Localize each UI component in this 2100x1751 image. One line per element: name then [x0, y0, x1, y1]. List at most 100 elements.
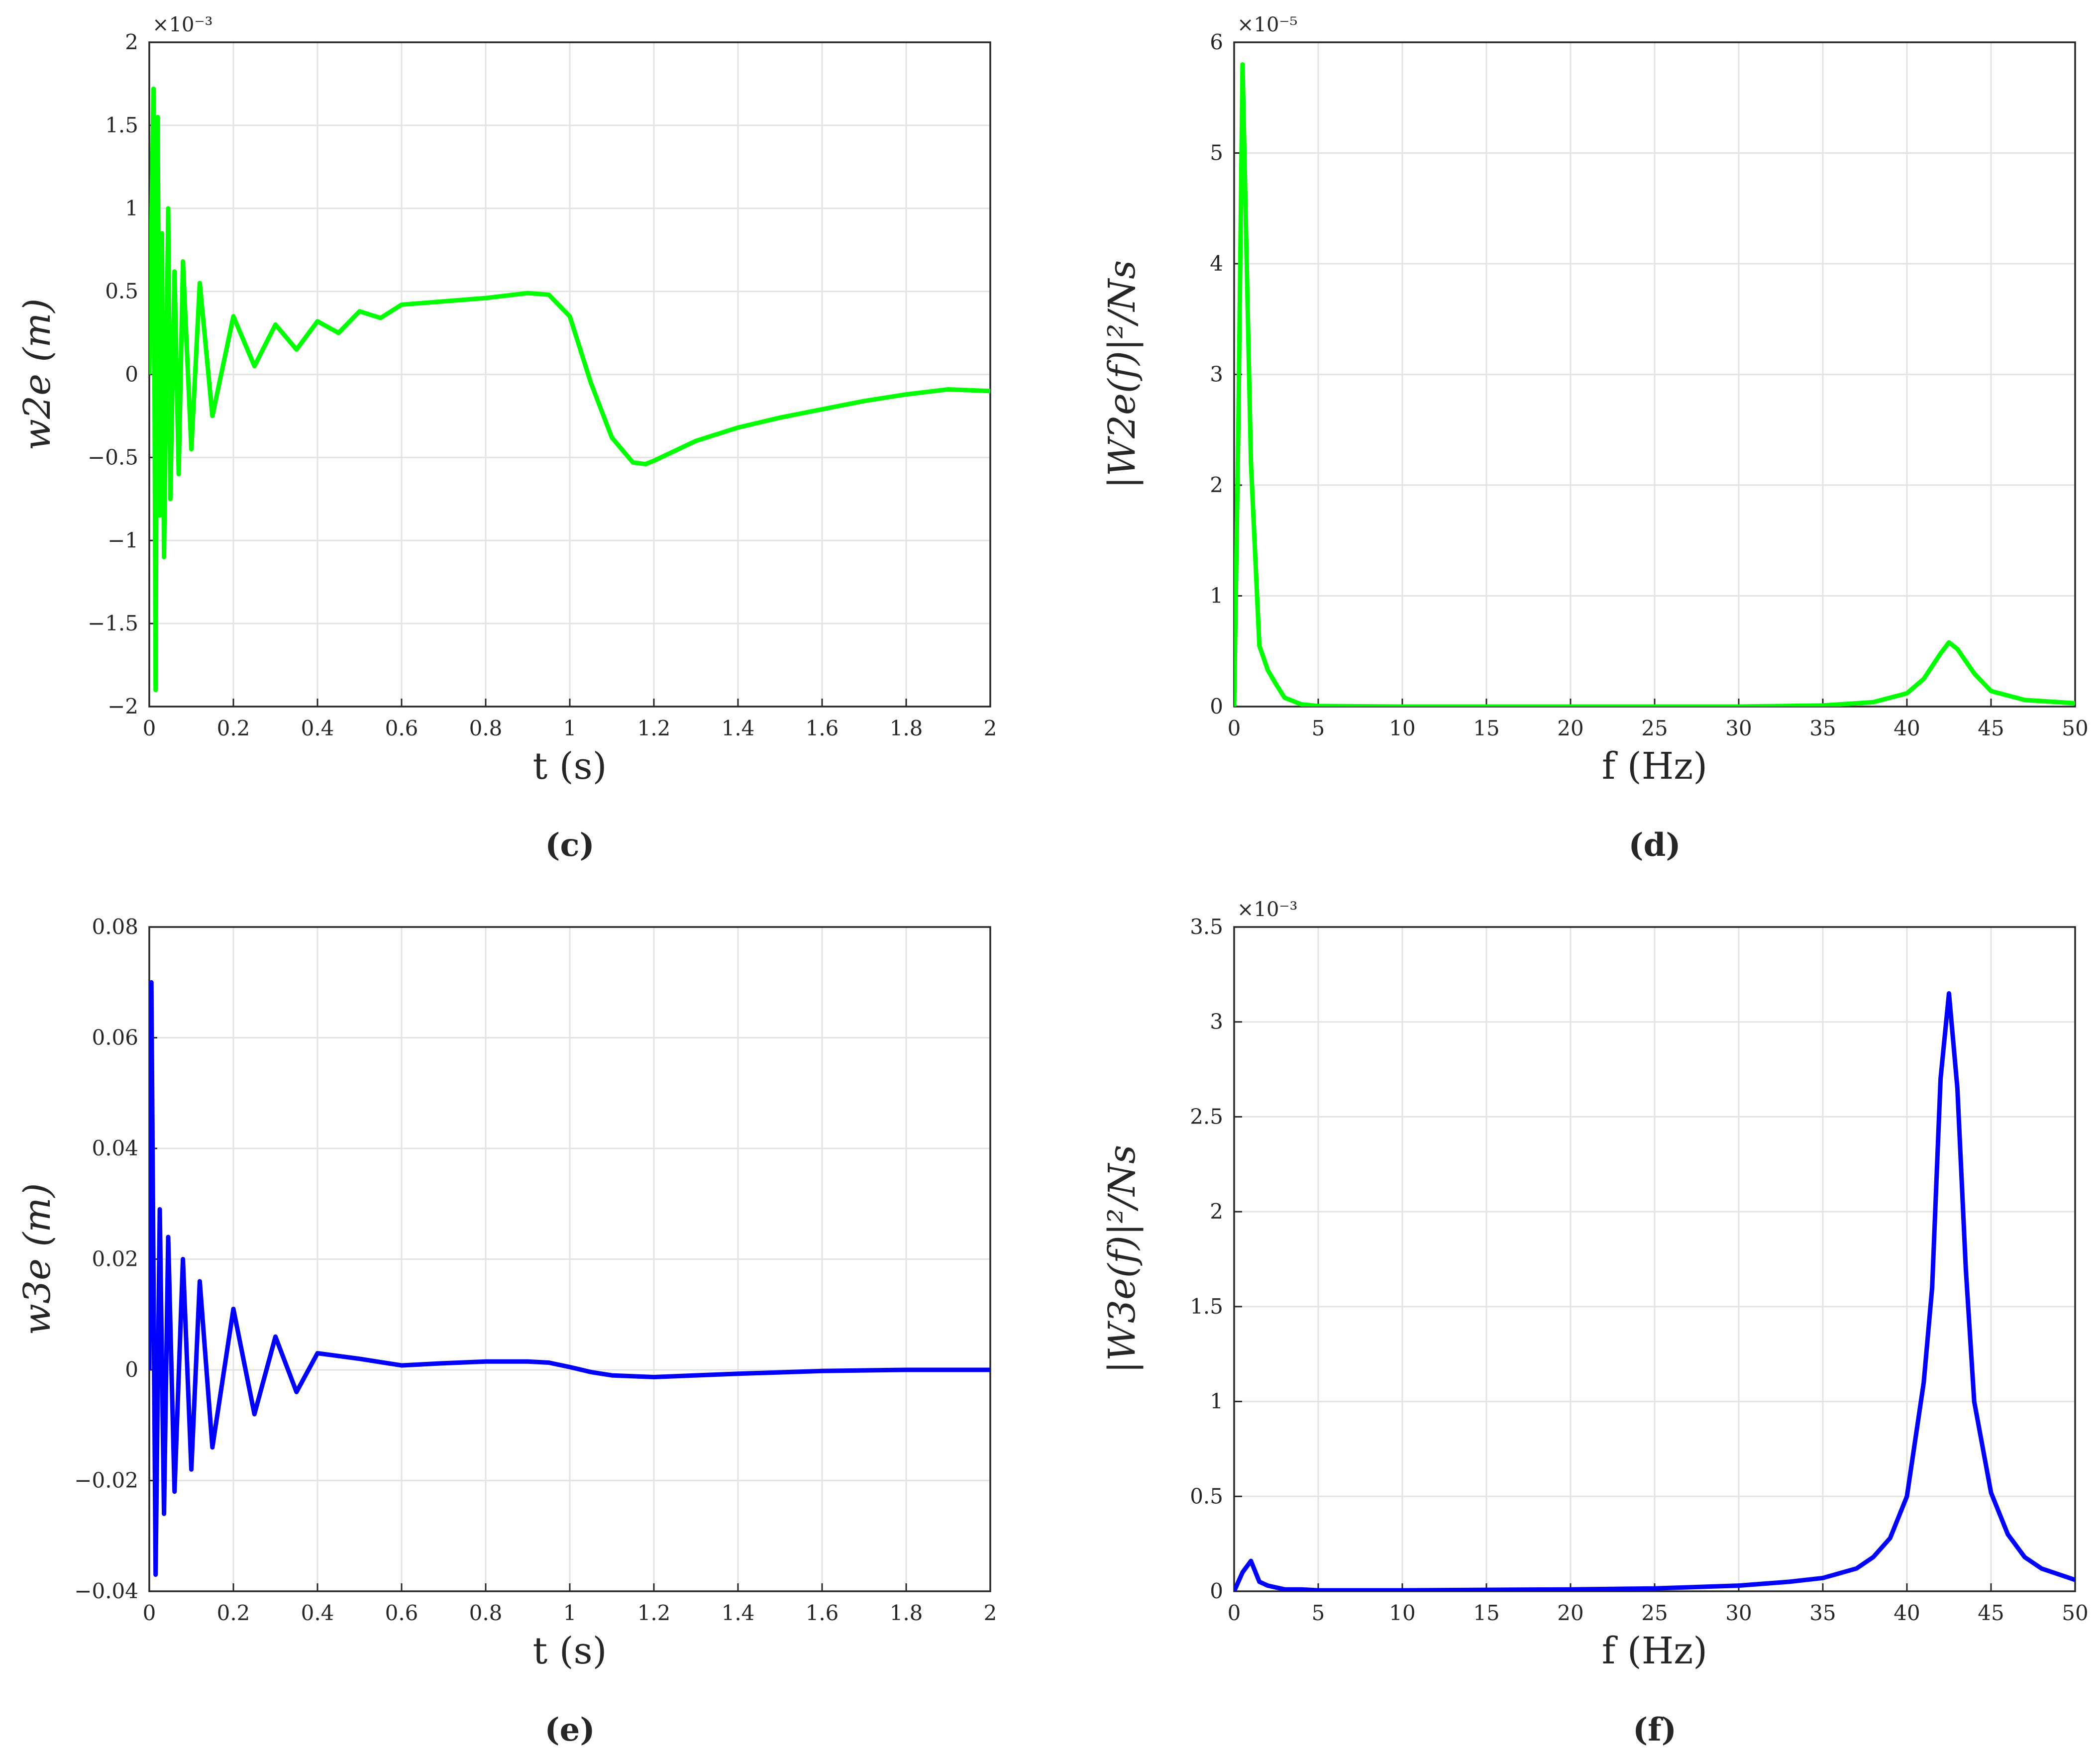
x-tick-label: 15 — [1473, 1601, 1499, 1625]
panel-c: 0 0.2 0.4 0.6 0.8 1 1.2 1.4 1.6 1.8 2 −2 −1.5 −1 −0.5 0… — [16, 13, 997, 864]
x-tick-label: 0.8 — [469, 716, 503, 740]
x-tick-label: 50 — [2062, 1601, 2088, 1625]
x-tick-label: 1 — [563, 716, 577, 740]
y-tick-label: 4 — [1210, 251, 1223, 276]
y-tick-label: 0.04 — [92, 1136, 138, 1160]
panel-e: 0 0.2 0.4 0.6 0.8 1 1.2 1.4 1.6 1.8 2 −0.04 −0.02 0 0.… — [16, 915, 997, 1749]
y-tick-label: 0.5 — [1190, 1484, 1223, 1508]
y-tick-label: 5 — [1210, 141, 1223, 165]
x-tick-label: 1.4 — [722, 716, 755, 740]
y-tick-label: 6 — [1210, 30, 1223, 54]
x-axis-label: f (Hz) — [1602, 1630, 1707, 1672]
y-tick-label: 2 — [1210, 1199, 1223, 1224]
y-tick-label: 0.5 — [105, 279, 138, 304]
x-tick-label: 1.8 — [890, 716, 923, 740]
x-tick-label: 2 — [984, 1601, 997, 1625]
y-tick-label: 0 — [125, 362, 138, 387]
y-tick-label: 0.06 — [92, 1026, 138, 1050]
x-tick-label: 25 — [1641, 1601, 1668, 1625]
x-tick-label: 2 — [984, 716, 997, 740]
series-line — [1234, 62, 2075, 707]
axis-exponent-label: ×10⁻³ — [152, 13, 213, 36]
x-tick-label: 30 — [1725, 716, 1752, 740]
x-tick-label: 35 — [1809, 1601, 1836, 1625]
y-axis-label: |W3e(f)|²/Ns — [1101, 1145, 1144, 1373]
y-axis-label: w2e (m) — [16, 299, 59, 451]
x-tick-label: 0 — [143, 1601, 156, 1625]
x-tick-label: 5 — [1312, 1601, 1325, 1625]
x-tick-label: 0 — [143, 716, 156, 740]
y-tick-label: 2 — [125, 30, 138, 54]
x-axis-label: t (s) — [533, 1630, 607, 1672]
x-axis-label: t (s) — [533, 745, 607, 788]
y-tick-label: −1.5 — [88, 611, 138, 635]
y-tick-label: 0 — [1210, 694, 1223, 719]
x-tick-label: 35 — [1809, 716, 1836, 740]
x-tick-label: 1.4 — [722, 1601, 755, 1625]
axis-exponent-label: ×10⁻³ — [1237, 898, 1298, 921]
x-tick-label: 10 — [1389, 1601, 1415, 1625]
x-tick-label: 5 — [1312, 716, 1325, 740]
panel-f: 0 5 10 15 20 25 30 35 40 45 50 0 0.5 1 1.5 2 2.5 3 3.5 ×10⁻… — [1101, 898, 2089, 1749]
y-tick-label: −0.04 — [74, 1579, 138, 1603]
y-tick-label: 3 — [1210, 362, 1223, 387]
y-axis-label: |W2e(f)|²/Ns — [1101, 260, 1144, 489]
x-tick-label: 30 — [1725, 1601, 1752, 1625]
x-tick-label: 1.8 — [890, 1601, 923, 1625]
x-tick-label: 45 — [1978, 716, 2004, 740]
x-tick-label: 0.6 — [385, 1601, 419, 1625]
y-axis-label: w3e (m) — [16, 1183, 59, 1336]
x-tick-label: 1 — [563, 1601, 577, 1625]
x-tick-label: 0.4 — [301, 1601, 334, 1625]
x-tick-label: 0.2 — [217, 1601, 250, 1625]
series-line — [1234, 991, 2075, 1591]
y-tick-label: −0.02 — [74, 1468, 138, 1493]
x-tick-label: 1.6 — [806, 1601, 839, 1625]
x-tick-label: 50 — [2062, 716, 2088, 740]
x-tick-label: 0 — [1228, 716, 1241, 740]
panel-label: (c) — [545, 826, 595, 864]
x-tick-label: 0.4 — [301, 716, 334, 740]
panel-label: (f) — [1633, 1711, 1677, 1749]
x-tick-label: 0.8 — [469, 1601, 503, 1625]
x-tick-label: 0.6 — [385, 716, 419, 740]
y-tick-label: 0.02 — [92, 1247, 138, 1271]
y-tick-label: −1 — [107, 528, 138, 552]
y-tick-label: −2 — [107, 694, 138, 719]
x-tick-label: 20 — [1557, 716, 1583, 740]
y-tick-label: 2 — [1210, 473, 1223, 497]
y-tick-label: −0.5 — [88, 445, 138, 469]
y-tick-label: 1 — [1210, 1389, 1223, 1414]
y-tick-label: 0 — [125, 1357, 138, 1382]
x-tick-label: 0.2 — [217, 716, 250, 740]
x-tick-label: 25 — [1641, 716, 1668, 740]
x-tick-label: 15 — [1473, 716, 1499, 740]
x-tick-label: 45 — [1978, 1601, 2004, 1625]
x-tick-label: 40 — [1893, 1601, 1920, 1625]
axis-exponent-label: ×10⁻⁵ — [1237, 13, 1298, 36]
y-tick-label: 1.5 — [1190, 1294, 1223, 1319]
y-tick-label: 2.5 — [1190, 1104, 1223, 1129]
x-tick-label: 1.2 — [637, 716, 671, 740]
y-tick-label: 1 — [1210, 584, 1223, 608]
x-tick-label: 1.2 — [637, 1601, 671, 1625]
y-tick-label: 0.08 — [92, 915, 138, 939]
x-tick-label: 20 — [1557, 1601, 1583, 1625]
x-axis-label: f (Hz) — [1602, 745, 1707, 788]
x-tick-label: 10 — [1389, 716, 1415, 740]
x-tick-label: 40 — [1893, 716, 1920, 740]
series-line — [149, 980, 990, 1577]
panel-label: (e) — [544, 1711, 595, 1749]
y-tick-label: 1.5 — [105, 113, 138, 137]
x-tick-label: 0 — [1228, 1601, 1241, 1625]
y-tick-label: 3 — [1210, 1010, 1223, 1034]
x-tick-label: 1.6 — [806, 716, 839, 740]
panel-label: (d) — [1628, 826, 1680, 864]
axes-box — [1233, 926, 2076, 1592]
y-tick-label: 3.5 — [1190, 915, 1223, 939]
series-line — [149, 87, 990, 693]
y-tick-label: 0 — [1210, 1579, 1223, 1603]
y-tick-label: 1 — [125, 196, 138, 220]
